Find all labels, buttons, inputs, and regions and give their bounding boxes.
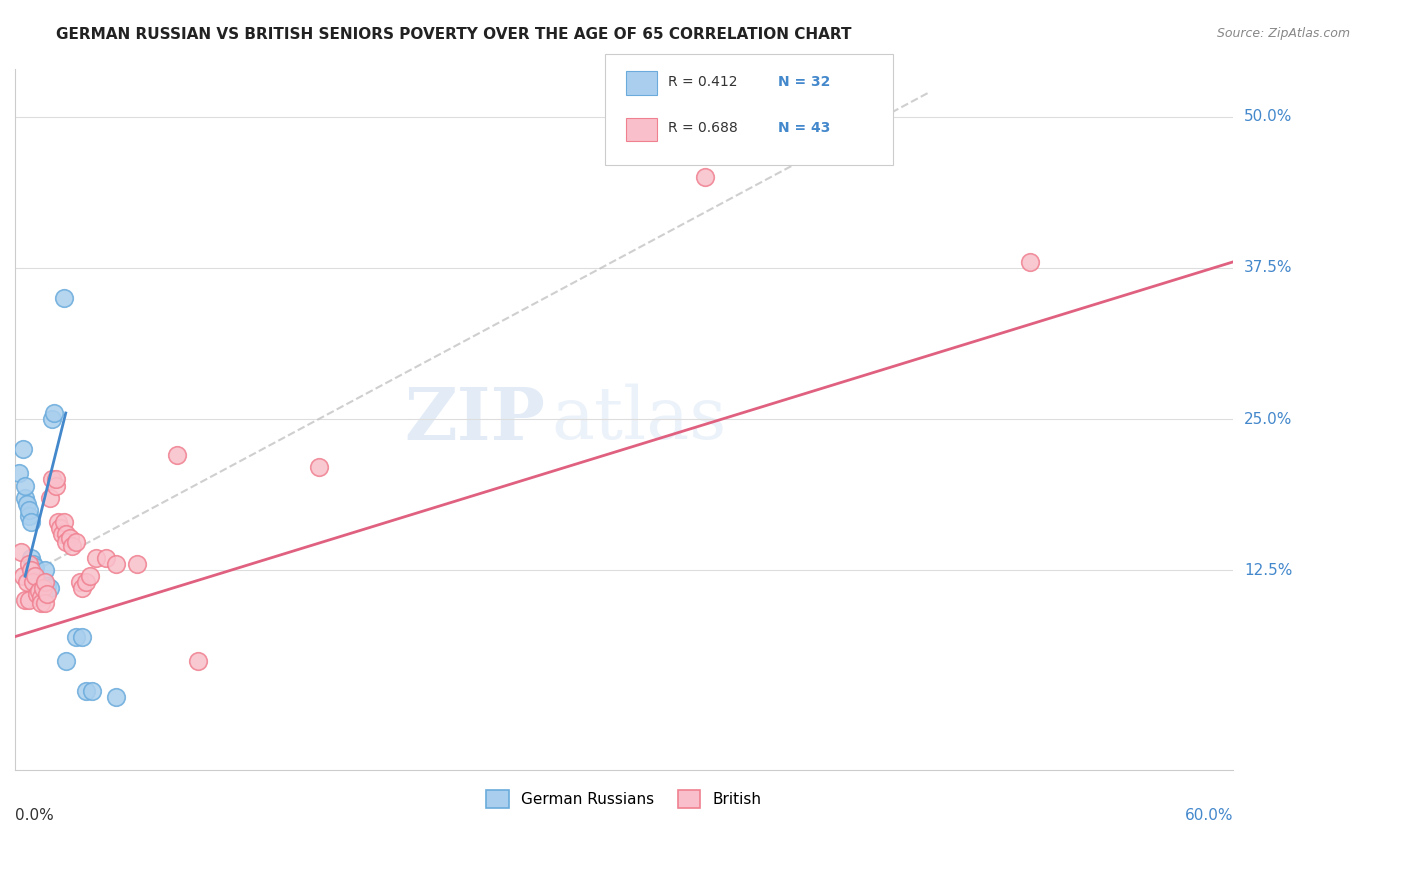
- Point: [96, 551, 118, 566]
- Point: [41, 412, 63, 426]
- Point: [22, 575, 45, 590]
- Point: [34, 575, 56, 590]
- Point: [187, 654, 209, 668]
- Point: [30, 590, 52, 604]
- Point: [34, 563, 56, 577]
- Point: [79, 569, 101, 583]
- Point: [30, 582, 52, 596]
- Point: [18, 508, 41, 523]
- Point: [15, 497, 38, 511]
- Text: N = 32: N = 32: [778, 75, 830, 89]
- Point: [125, 557, 148, 571]
- Point: [45, 473, 67, 487]
- Point: [65, 630, 87, 644]
- Point: [166, 448, 188, 462]
- Point: [8, 467, 31, 481]
- Point: [45, 478, 67, 492]
- Point: [14, 478, 37, 492]
- Point: [308, 460, 330, 475]
- Point: [41, 473, 63, 487]
- Point: [22, 563, 45, 577]
- Text: ZIP: ZIP: [404, 384, 544, 455]
- Point: [27, 577, 49, 591]
- Point: [15, 575, 38, 590]
- Point: [22, 557, 45, 571]
- Point: [42, 406, 65, 420]
- Point: [11, 569, 34, 583]
- Text: R = 0.688: R = 0.688: [668, 121, 738, 136]
- Point: [18, 557, 41, 571]
- Point: [20, 551, 42, 566]
- Point: [27, 572, 49, 586]
- Point: [37, 579, 59, 593]
- Text: Source: ZipAtlas.com: Source: ZipAtlas.com: [1216, 27, 1350, 40]
- Point: [84, 551, 107, 566]
- Point: [60, 539, 83, 553]
- Point: [55, 654, 77, 668]
- Point: [18, 593, 41, 607]
- Text: N = 43: N = 43: [778, 121, 830, 136]
- Point: [75, 684, 97, 698]
- Text: GERMAN RUSSIAN VS BRITISH SENIORS POVERTY OVER THE AGE OF 65 CORRELATION CHART: GERMAN RUSSIAN VS BRITISH SENIORS POVERT…: [56, 27, 852, 42]
- Point: [30, 596, 52, 610]
- Point: [38, 582, 60, 596]
- Point: [69, 575, 91, 590]
- Point: [51, 527, 73, 541]
- Text: atlas: atlas: [551, 384, 727, 454]
- Text: R = 0.412: R = 0.412: [668, 75, 737, 89]
- Text: 37.5%: 37.5%: [1244, 260, 1292, 276]
- Text: 25.0%: 25.0%: [1244, 411, 1292, 426]
- Point: [82, 684, 104, 698]
- Point: [70, 630, 93, 644]
- Point: [18, 502, 41, 516]
- Point: [37, 587, 59, 601]
- Point: [55, 535, 77, 549]
- Point: [46, 515, 69, 529]
- Legend: German Russians, British: German Russians, British: [481, 784, 768, 814]
- Point: [28, 575, 51, 590]
- Text: 0.0%: 0.0%: [15, 808, 53, 823]
- Point: [27, 587, 49, 601]
- Point: [52, 291, 75, 305]
- Point: [32, 575, 55, 590]
- Point: [24, 569, 46, 583]
- Point: [10, 545, 32, 559]
- Point: [34, 596, 56, 610]
- Point: [34, 583, 56, 598]
- Point: [20, 563, 42, 577]
- Point: [14, 491, 37, 505]
- Point: [24, 569, 46, 583]
- Point: [52, 515, 75, 529]
- Point: [30, 583, 52, 598]
- Point: [105, 557, 128, 571]
- Point: [28, 583, 51, 598]
- Point: [48, 521, 70, 535]
- Point: [32, 582, 55, 596]
- Point: [59, 531, 82, 545]
- Point: [105, 690, 128, 704]
- Point: [38, 491, 60, 505]
- Point: [1019, 255, 1042, 269]
- Point: [24, 559, 46, 574]
- Text: 12.5%: 12.5%: [1244, 563, 1292, 578]
- Text: 60.0%: 60.0%: [1184, 808, 1233, 823]
- Point: [20, 515, 42, 529]
- Point: [70, 582, 93, 596]
- Point: [695, 170, 717, 185]
- Point: [65, 535, 87, 549]
- Point: [75, 575, 97, 590]
- Text: 50.0%: 50.0%: [1244, 110, 1292, 124]
- Point: [14, 593, 37, 607]
- Point: [11, 442, 34, 457]
- Point: [55, 527, 77, 541]
